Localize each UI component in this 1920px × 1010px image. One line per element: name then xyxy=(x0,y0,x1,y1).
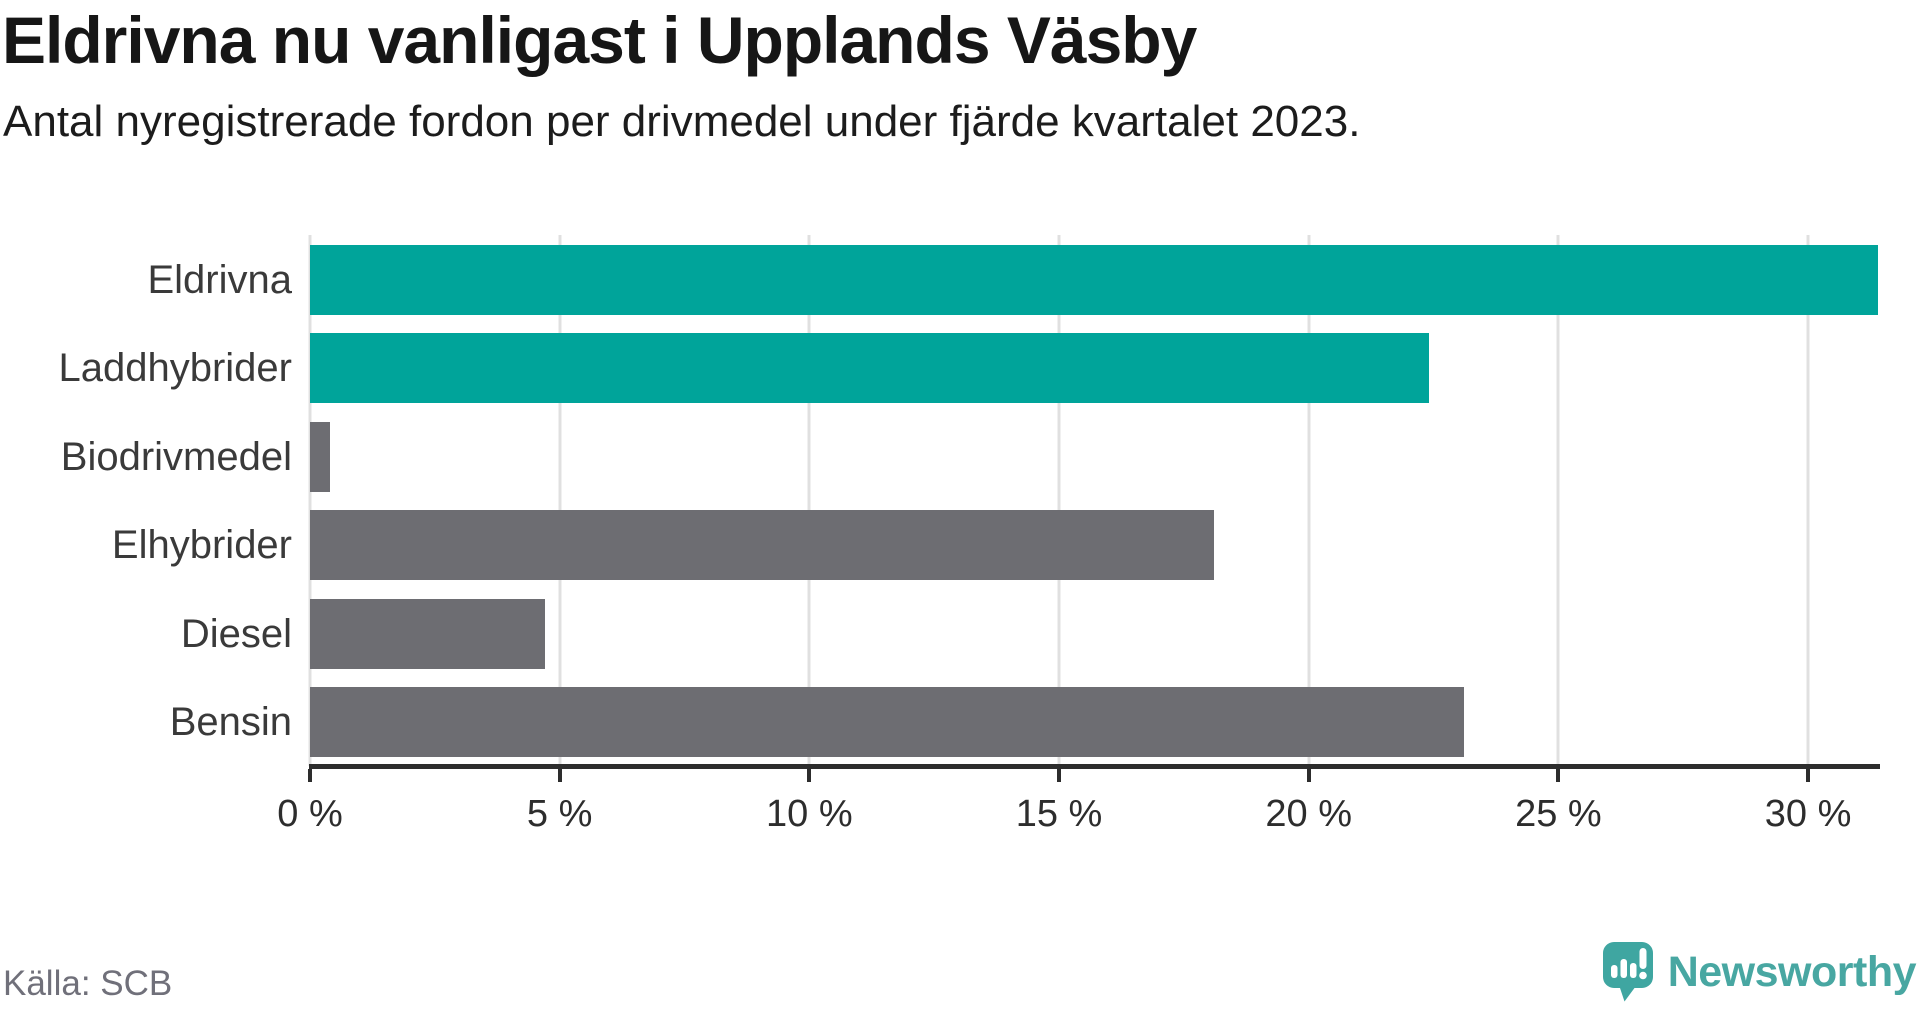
x-axis-tick xyxy=(1306,769,1311,782)
gridline xyxy=(1806,235,1810,766)
x-axis-tick-label: 0 % xyxy=(277,793,343,835)
category-label: Diesel xyxy=(180,611,292,656)
source-label: Källa: SCB xyxy=(3,964,173,1003)
gridline xyxy=(558,235,562,766)
x-axis-tick xyxy=(1057,769,1062,782)
category-label: Bensin xyxy=(169,700,292,744)
gridline xyxy=(1057,235,1061,766)
bar-bensin xyxy=(310,687,1464,757)
x-axis-tick-label: 20 % xyxy=(1265,793,1353,835)
x-axis-tick-label: 15 % xyxy=(1015,793,1103,835)
bar-chart-plot-area: 0 % 5 % 10 % 15 % 20 % 25 % 30 % xyxy=(277,235,1880,835)
newsworthy-speech-bubble-icon xyxy=(1602,942,1653,1002)
x-axis-tick xyxy=(308,769,312,782)
gridline xyxy=(807,235,811,766)
gridline xyxy=(308,235,312,766)
category-label: Elhybrider xyxy=(111,523,292,568)
gridline xyxy=(1556,235,1560,766)
x-axis-tick xyxy=(807,769,812,782)
x-axis-tick-label: 5 % xyxy=(526,793,593,835)
bar-diesel xyxy=(310,598,545,669)
category-label: Laddhybrider xyxy=(58,346,293,391)
x-axis-tick xyxy=(557,769,562,782)
bar-elhybrider xyxy=(310,510,1214,581)
y-axis-category-labels: Eldrivna Laddhybrider Biodrivmedel Elhybrid… xyxy=(0,235,293,766)
chart-subtitle: Antal nyregistrerade fordon per drivmede… xyxy=(3,97,1361,146)
bar-laddhybrider xyxy=(310,333,1429,404)
chart-title: Eldrivna nu vanligast i Upplands Väsby xyxy=(2,3,1197,77)
category-label: Biodrivmedel xyxy=(60,434,292,479)
x-axis-tick-label: 30 % xyxy=(1764,793,1852,835)
x-axis-tick-label: 25 % xyxy=(1515,793,1602,835)
category-label: Eldrivna xyxy=(147,258,292,302)
brand-logo: Newsworthy xyxy=(1602,942,1917,1002)
brand-name: Newsworthy xyxy=(1667,947,1917,996)
x-axis-tick-label: 10 % xyxy=(766,793,853,835)
x-axis-tick xyxy=(1806,769,1811,782)
gridline xyxy=(1307,235,1311,766)
bar-biodrivmedel xyxy=(310,421,330,492)
x-axis-line xyxy=(309,764,1880,769)
x-axis-tick xyxy=(1556,769,1561,782)
bar-eldrivna xyxy=(310,245,1878,315)
